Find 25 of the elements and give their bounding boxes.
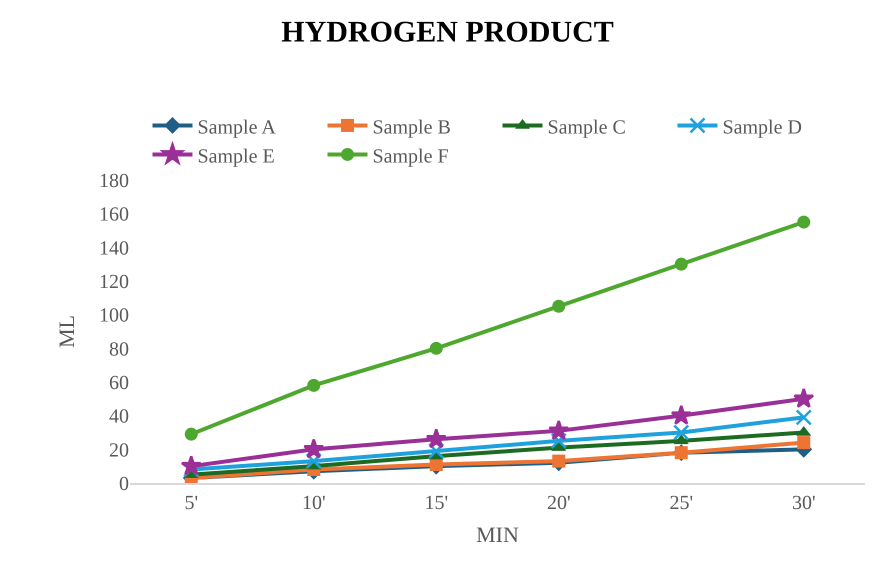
y-axis-title: ML	[54, 315, 79, 348]
y-tick-label: 80	[109, 338, 129, 360]
x-tick-label: 15'	[424, 492, 448, 514]
x-axis-title: MIN	[476, 522, 519, 548]
x-tick-label: 20'	[546, 492, 571, 514]
legend-label: Sample D	[722, 116, 802, 138]
y-tick-label: 180	[99, 170, 129, 192]
x-tick-label: 25'	[669, 492, 694, 514]
y-tick-label: 160	[99, 204, 129, 226]
y-tick-label: 20	[109, 439, 129, 462]
y-tick-label: 40	[109, 406, 129, 428]
chart-title: HYDROGEN PRODUCT	[281, 16, 614, 49]
y-tick-label: 0	[119, 473, 129, 495]
y-tick-label: 140	[99, 237, 129, 260]
legend-label: Sample E	[198, 145, 275, 168]
y-tick-label: 60	[109, 372, 129, 394]
x-tick-label: 10'	[302, 492, 326, 514]
legend-label: Sample A	[198, 116, 276, 138]
legend-label: Sample B	[372, 116, 451, 138]
y-tick-label: 120	[99, 271, 129, 293]
x-tick-label: 30'	[792, 492, 816, 514]
legend-label: Sample F	[372, 145, 449, 168]
legend-label: Sample C	[548, 116, 626, 138]
x-tick-label: 5'	[184, 492, 198, 514]
y-tick-label: 100	[99, 304, 129, 327]
